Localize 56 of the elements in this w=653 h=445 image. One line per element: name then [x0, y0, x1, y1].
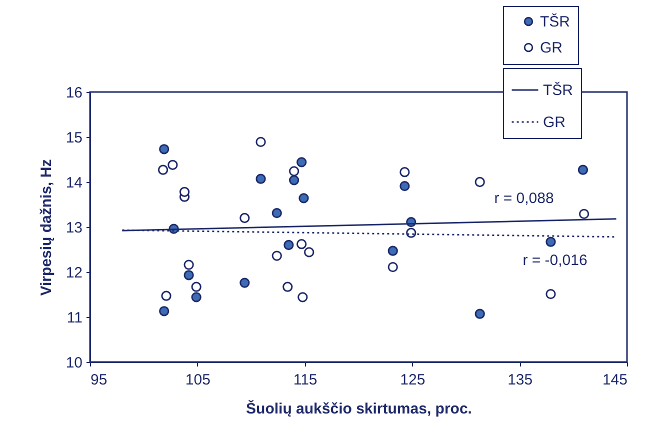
legend-label: GR: [543, 114, 566, 131]
point: [159, 306, 170, 316]
point: [546, 236, 556, 247]
point: [400, 167, 410, 178]
x-tick-label: 125: [400, 372, 426, 388]
point: [304, 247, 314, 258]
point: [288, 166, 300, 176]
legend-label: TŠR: [543, 81, 574, 99]
point: [272, 250, 282, 261]
y-tick-label: 13: [66, 220, 82, 236]
y-tick-label: 10: [66, 354, 82, 372]
point: [298, 193, 309, 204]
point: [388, 262, 398, 272]
point: [159, 144, 170, 154]
point: [179, 186, 190, 197]
point: [256, 136, 266, 148]
point: [184, 260, 194, 270]
x-tick-label: 135: [508, 372, 533, 388]
x-axis-title: Šuolių aukščio skirtumas, proc.: [246, 400, 472, 418]
point: [298, 292, 308, 302]
point: [272, 208, 282, 218]
point: [578, 164, 588, 175]
point: [474, 308, 485, 319]
y-tick-label: 14: [66, 174, 82, 192]
point: [240, 278, 250, 288]
annotation: r = 0,088: [494, 190, 554, 207]
legend-label: GR: [540, 40, 563, 56]
point: [388, 246, 398, 256]
y-tick-label: 16: [66, 84, 82, 102]
y-tick-label: 11: [66, 310, 82, 326]
point: [400, 180, 410, 192]
point: [474, 176, 485, 188]
point: [546, 288, 556, 300]
x-tick-label: 95: [90, 372, 108, 388]
legend-label: TŠR: [540, 12, 570, 30]
y-tick-label: 15: [66, 130, 82, 146]
point: [240, 212, 250, 224]
x-tick-label: 115: [293, 372, 318, 388]
x-tick-label: 105: [185, 372, 210, 388]
point: [161, 290, 172, 301]
point: [256, 174, 266, 184]
y-axis-title: Virpesių dažnis, Hz: [38, 159, 55, 296]
annotation: r = -0,016: [522, 252, 588, 269]
point: [282, 282, 293, 292]
point: [288, 175, 300, 186]
x-tick-label: 145: [602, 372, 628, 388]
point: [191, 292, 202, 302]
point: [296, 239, 307, 250]
point: [578, 208, 590, 220]
point: [168, 160, 178, 170]
point: [158, 164, 168, 175]
point: [184, 270, 194, 280]
point: [296, 157, 307, 168]
point: [284, 240, 294, 250]
y-tick-label: 12: [66, 264, 82, 282]
point: [191, 282, 202, 292]
